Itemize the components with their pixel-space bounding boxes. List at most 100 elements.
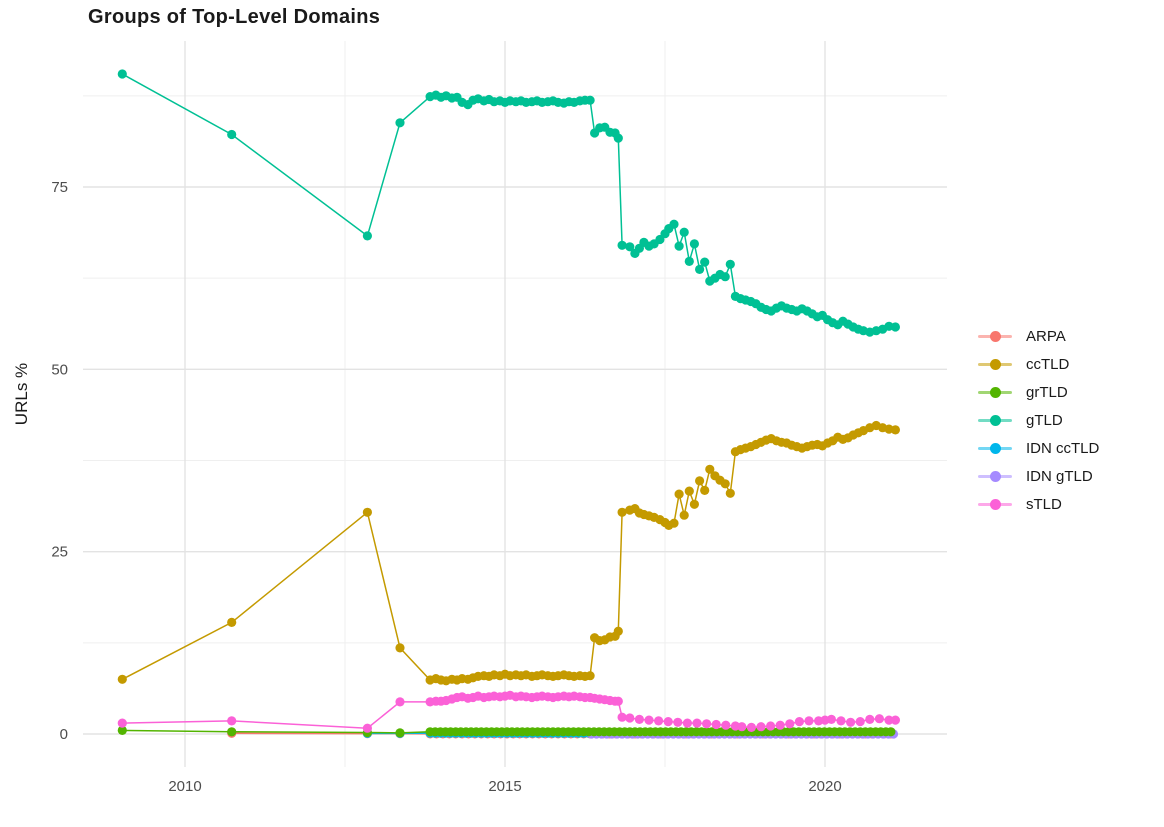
data-point bbox=[117, 674, 127, 684]
data-point bbox=[890, 425, 901, 435]
data-point bbox=[684, 486, 694, 496]
data-point bbox=[682, 718, 693, 728]
data-point bbox=[890, 715, 901, 725]
data-point bbox=[362, 723, 372, 733]
data-point bbox=[395, 697, 405, 707]
series-gTLD bbox=[117, 69, 901, 337]
data-point bbox=[613, 696, 623, 706]
x-tick-2010: 2010 bbox=[168, 778, 201, 795]
data-point bbox=[794, 717, 805, 727]
chart-title: Groups of Top-Level Domains bbox=[88, 6, 381, 28]
legend-key-icon bbox=[978, 385, 1012, 399]
y-axis-label: URLs % bbox=[12, 362, 31, 426]
x-tick-2015: 2015 bbox=[488, 778, 521, 795]
legend-item-label: IDN ccTLD bbox=[1026, 439, 1100, 457]
y-tick-25: 25 bbox=[51, 544, 68, 561]
legend-item-IDN-ccTLD: IDN ccTLD bbox=[978, 434, 1099, 462]
data-point bbox=[634, 714, 645, 725]
data-point bbox=[613, 133, 623, 143]
data-point bbox=[886, 727, 896, 737]
data-point bbox=[725, 259, 735, 269]
data-point bbox=[695, 264, 705, 274]
data-point bbox=[663, 717, 673, 727]
data-point bbox=[679, 510, 689, 520]
data-point bbox=[362, 507, 372, 517]
data-point bbox=[846, 717, 856, 727]
data-point bbox=[684, 256, 694, 266]
legend-key-icon bbox=[978, 469, 1012, 483]
data-point bbox=[395, 728, 405, 738]
legend-item-IDN-gTLD: IDN gTLD bbox=[978, 462, 1099, 490]
data-point bbox=[865, 714, 875, 725]
data-point bbox=[674, 241, 684, 251]
legend-key-icon bbox=[978, 329, 1012, 343]
data-point bbox=[117, 718, 127, 728]
legend-key-dot bbox=[989, 498, 1001, 510]
series-grTLD bbox=[117, 725, 896, 738]
data-point bbox=[227, 129, 237, 140]
data-point bbox=[836, 716, 846, 726]
series-ccTLD bbox=[117, 420, 901, 686]
data-point bbox=[227, 727, 237, 737]
legend-item-label: ARPA bbox=[1026, 327, 1066, 345]
data-point bbox=[756, 722, 766, 732]
legend-item-label: gTLD bbox=[1026, 411, 1063, 429]
data-point bbox=[585, 671, 595, 681]
data-point bbox=[702, 719, 712, 729]
data-point bbox=[737, 722, 747, 732]
y-tick-50: 50 bbox=[51, 361, 68, 378]
data-point bbox=[826, 714, 837, 725]
data-point bbox=[766, 721, 776, 731]
data-point bbox=[711, 719, 721, 730]
legend-item-ARPA: ARPA bbox=[978, 322, 1099, 350]
y-tick-0: 0 bbox=[60, 726, 68, 743]
data-point bbox=[720, 272, 730, 282]
data-point bbox=[705, 464, 715, 474]
data-point bbox=[785, 719, 795, 729]
data-point bbox=[804, 716, 814, 726]
legend-item-label: sTLD bbox=[1026, 495, 1062, 513]
data-point bbox=[700, 257, 710, 267]
data-point bbox=[775, 720, 785, 730]
legend-key-icon bbox=[978, 413, 1012, 427]
data-point bbox=[654, 716, 664, 726]
data-point bbox=[617, 712, 627, 722]
legend-key-dot bbox=[989, 470, 1001, 482]
data-point bbox=[673, 717, 683, 727]
data-point bbox=[855, 717, 865, 727]
data-point bbox=[117, 725, 127, 736]
data-point bbox=[679, 227, 689, 237]
data-point bbox=[674, 489, 684, 499]
legend-item-ccTLD: ccTLD bbox=[978, 350, 1099, 378]
data-point bbox=[227, 617, 237, 628]
legend-item-gTLD: gTLD bbox=[978, 406, 1099, 434]
legend-key-dot bbox=[989, 442, 1001, 454]
data-point bbox=[884, 715, 894, 725]
data-point bbox=[874, 714, 885, 724]
data-point bbox=[625, 242, 635, 252]
legend: ARPA ccTLD grTLD gTLD IDN ccTLD IDN gTLD sTLD bbox=[978, 322, 1099, 518]
data-point bbox=[721, 720, 731, 730]
data-point bbox=[725, 488, 735, 498]
data-point bbox=[689, 239, 700, 249]
data-point bbox=[695, 476, 705, 486]
data-point bbox=[692, 718, 702, 728]
legend-key-dot bbox=[989, 414, 1001, 426]
legend-key-icon bbox=[978, 357, 1012, 371]
legend-key-icon bbox=[978, 497, 1012, 511]
data-point bbox=[395, 643, 405, 653]
data-point bbox=[617, 507, 627, 517]
data-point bbox=[117, 69, 127, 79]
legend-key-dot bbox=[989, 330, 1001, 342]
legend-item-label: IDN gTLD bbox=[1026, 467, 1093, 485]
data-point bbox=[746, 722, 757, 733]
data-point bbox=[617, 240, 627, 250]
data-point bbox=[395, 118, 405, 128]
data-point bbox=[613, 626, 623, 636]
series-sTLD bbox=[117, 690, 901, 733]
legend-item-label: ccTLD bbox=[1026, 355, 1070, 373]
legend-item-label: grTLD bbox=[1026, 383, 1068, 401]
data-point bbox=[689, 499, 700, 509]
